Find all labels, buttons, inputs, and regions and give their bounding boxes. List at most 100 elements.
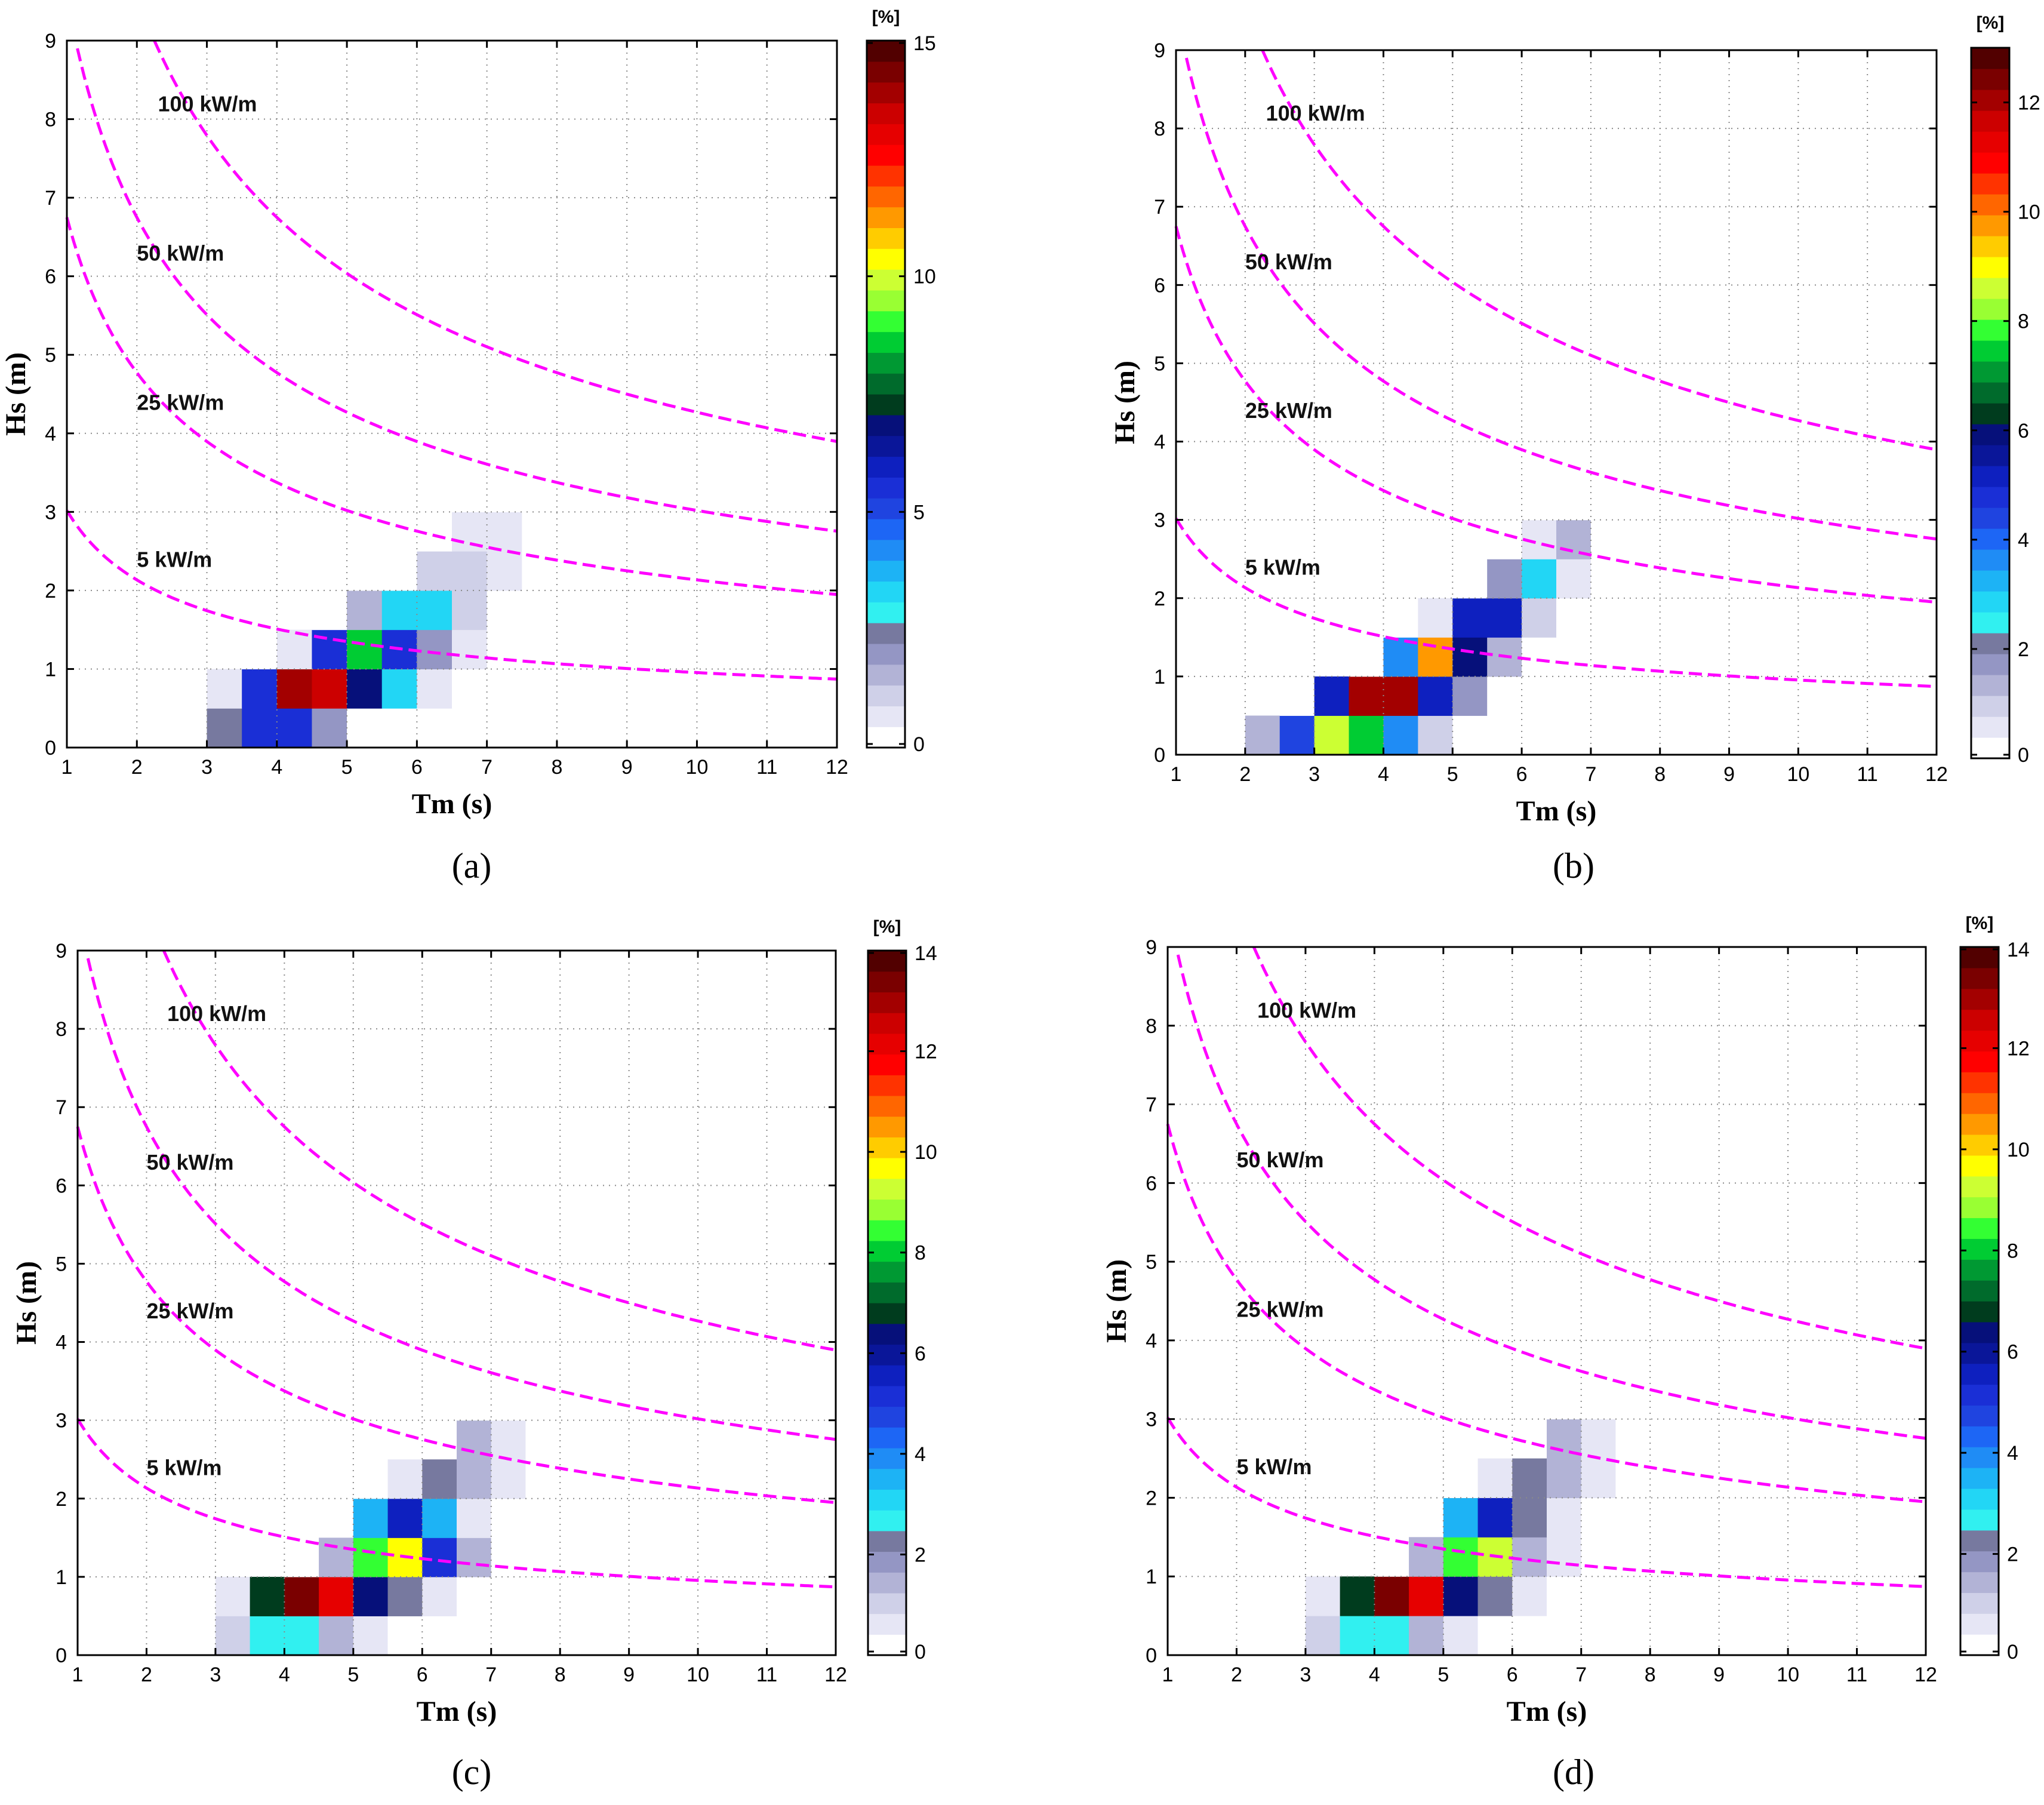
heatmap-cell	[1443, 1537, 1479, 1577]
colorbar-segment	[1960, 1488, 1999, 1510]
heatmap-cell	[1374, 1537, 1409, 1577]
x-tick-label: 12	[1914, 1663, 1937, 1686]
heatmap-cell	[1556, 481, 1592, 521]
heatmap-cell	[347, 590, 383, 631]
colorbar-tick-label: 8	[2018, 310, 2029, 333]
heatmap-cell	[137, 708, 173, 748]
heatmap-cells	[146, 1224, 698, 1656]
y-tick-label: 5	[56, 1253, 67, 1275]
x-tick-label: 10	[686, 756, 709, 779]
heatmap-cell	[319, 1538, 354, 1578]
heatmap-cell	[1210, 715, 1246, 755]
colorbar-segment	[867, 394, 905, 416]
colorbar-segment	[867, 727, 905, 748]
colorbar-segment	[1960, 1238, 1999, 1260]
y-tick-label: 2	[1154, 588, 1165, 610]
colorbar-segment	[1960, 1197, 1999, 1219]
x-tick-label: 1	[72, 1663, 84, 1686]
heatmap-cell	[487, 590, 522, 631]
heatmap-cell	[1305, 1616, 1341, 1656]
colorbar-segment	[868, 1095, 906, 1117]
heatmap-cell	[1443, 1616, 1479, 1656]
y-tick-label: 4	[56, 1332, 67, 1354]
colorbar-segment	[1971, 173, 2009, 195]
y-tick-label: 7	[1154, 196, 1165, 219]
heatmap-cell	[1512, 1616, 1547, 1656]
heatmap-cell	[146, 1576, 181, 1616]
x-tick-label: 5	[1437, 1663, 1449, 1686]
heatmap-cells	[137, 315, 697, 748]
curve-label: 100 kW/m	[1266, 101, 1365, 125]
curve-label: 50 kW/m	[1236, 1148, 1323, 1172]
x-tick-label: 4	[1378, 763, 1389, 786]
colorbar-segment	[868, 1323, 906, 1345]
heatmap-cell	[491, 1538, 526, 1578]
heatmap-cell	[381, 590, 417, 631]
heatmap-cell	[1650, 1301, 1685, 1341]
grid	[1176, 50, 1937, 755]
heatmap-cell	[1729, 285, 1764, 325]
heatmap-cell	[525, 1420, 561, 1460]
colorbar-frame	[867, 949, 907, 1656]
x-tick-label: 6	[1507, 1663, 1518, 1686]
colorbar-segment	[867, 373, 905, 395]
heatmap-cell	[1512, 1379, 1547, 1420]
colorbar-segment	[1960, 1009, 1999, 1031]
heatmap-cell	[452, 708, 488, 748]
x-axis-label: Tm (s)	[1507, 1696, 1587, 1727]
heatmap-cell	[353, 1498, 389, 1538]
heatmap-cell	[1684, 1497, 1720, 1538]
colorbar-segment	[1971, 236, 2009, 257]
colorbar-tick-label: 14	[2007, 939, 2030, 961]
colorbar-segment	[1971, 696, 2009, 717]
x-tick-label: 12	[824, 1663, 847, 1686]
colorbar-segment	[868, 1178, 906, 1200]
colorbar-segment	[1960, 1509, 1999, 1531]
heatmap-cells	[1176, 285, 1764, 755]
heatmap-cell	[1340, 1616, 1375, 1656]
y-tick-label: 7	[56, 1096, 67, 1119]
colorbar-tick-label: 0	[913, 733, 925, 756]
colorbar-segment	[1971, 194, 2009, 216]
colorbar-tick-label: 8	[2007, 1240, 2018, 1262]
colorbar-segment	[867, 331, 905, 353]
colorbar-tick-label: 12	[915, 1041, 937, 1063]
heatmap-cell	[594, 1420, 630, 1460]
colorbar-segment	[1960, 1321, 1999, 1343]
heatmap-cell	[1719, 1379, 1754, 1420]
colorbar-segment	[868, 1158, 906, 1179]
colorbar-title: [%]	[1966, 914, 1994, 933]
heatmap-cell	[1349, 676, 1384, 716]
colorbar-segment	[1960, 1426, 1999, 1447]
heatmap-cell	[312, 590, 347, 631]
heatmap-cell	[1383, 598, 1418, 638]
heatmap-cell	[1684, 1458, 1720, 1498]
power-curve	[76, 48, 838, 533]
heatmap-cell	[1443, 1576, 1479, 1616]
power-curve	[76, 1417, 836, 1589]
colorbar-tick-label: 6	[2018, 420, 2029, 442]
colorbar-segment	[1971, 48, 2009, 69]
heatmap-cell	[1443, 1458, 1479, 1498]
heatmap-cell	[1590, 637, 1626, 677]
colorbar-segment	[868, 1220, 906, 1241]
axes-frame	[76, 949, 837, 1656]
power-curve	[76, 1126, 836, 1504]
heatmap-cell	[1650, 1419, 1685, 1459]
panel-caption: (c)	[452, 1752, 492, 1792]
heatmap-cell	[422, 1381, 457, 1421]
heatmap-cell	[319, 1576, 354, 1616]
x-tick-label: 6	[417, 1663, 428, 1686]
heatmap-cell	[319, 1616, 354, 1656]
panel-caption: (a)	[452, 846, 492, 885]
y-tick-label: 7	[45, 187, 56, 210]
x-tick-label: 8	[1654, 763, 1666, 786]
colorbar-segment	[1960, 1530, 1999, 1552]
colorbar: 0 2 4 6 8 10 12 14 [%]	[867, 917, 937, 1663]
colorbar-tick-label: 0	[2007, 1641, 2018, 1663]
heatmap-cell	[457, 1498, 492, 1538]
heatmap-cell	[353, 1459, 389, 1499]
colorbar-segment	[868, 1634, 906, 1656]
power-curve	[1166, 1416, 1926, 1588]
colorbar-segment	[1971, 737, 2009, 759]
